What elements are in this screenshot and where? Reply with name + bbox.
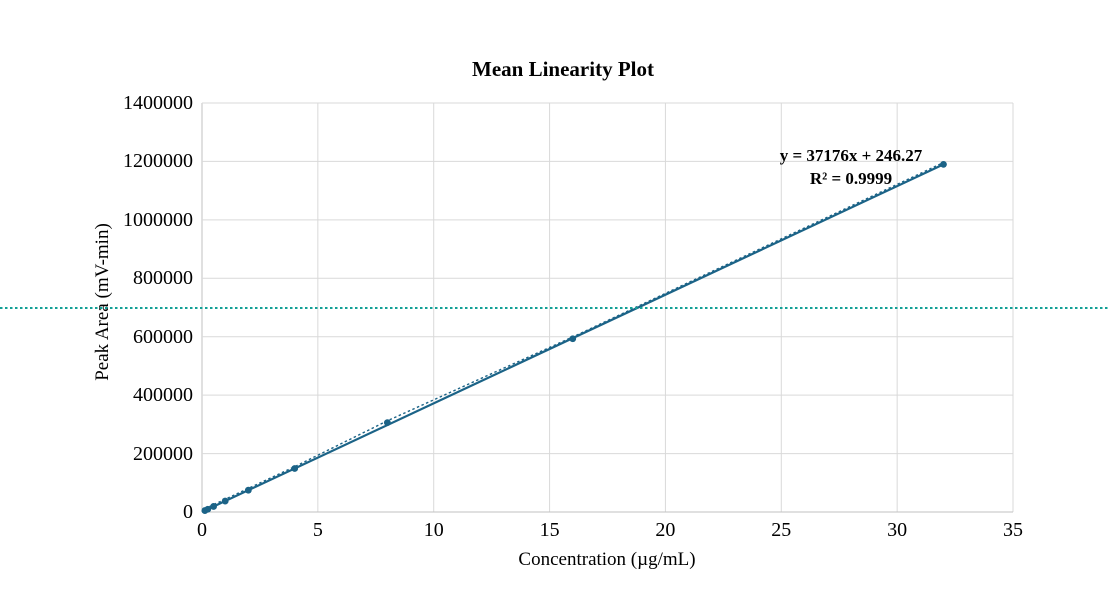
data-point-marker: [244, 486, 252, 494]
data-point-marker: [204, 505, 212, 513]
x-tick-label: 25: [771, 519, 792, 541]
y-tick-label: 600000: [133, 325, 193, 348]
y-tick-label: 400000: [133, 384, 193, 407]
trendline-equation: y = 37176x + 246.27 R² = 0.9999: [780, 144, 923, 190]
y-tick-label: 1400000: [123, 92, 193, 114]
y-tick-label: 0: [183, 501, 193, 523]
y-tick-label: 1200000: [123, 150, 193, 173]
r-squared-line: R² = 0.9999: [809, 169, 893, 188]
data-point-marker: [210, 503, 217, 510]
x-tick-label: 10: [423, 519, 444, 541]
x-tick-label: 5: [312, 519, 323, 541]
x-tick-label: 0: [197, 519, 207, 541]
chart-title: Mean Linearity Plot: [472, 57, 654, 81]
data-point-marker: [221, 497, 229, 505]
data-point-marker: [940, 160, 947, 168]
y-tick-label: 1000000: [123, 208, 193, 231]
equation-line: y = 37176x + 246.27: [779, 146, 923, 165]
x-tick-label: 35: [1003, 519, 1023, 541]
y-axis-title: Peak Area (mV-min): [92, 223, 113, 381]
data-point-marker: [291, 465, 299, 472]
x-axis-title: Concentration (µg/mL): [518, 549, 696, 570]
x-tick-label: 20: [655, 519, 676, 541]
y-tick-label: 200000: [133, 442, 193, 465]
data-point-marker: [569, 335, 577, 343]
x-tick-label: 30: [887, 519, 908, 541]
data-point-marker: [383, 419, 391, 427]
y-tick-label: 800000: [133, 267, 193, 290]
x-tick-label: 15: [539, 519, 560, 541]
data-series-dashed-line: [204, 161, 944, 510]
